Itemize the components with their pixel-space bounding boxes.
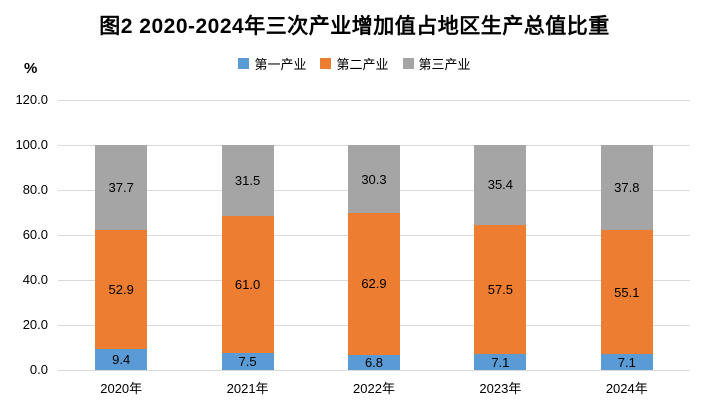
x-axis-label-2021年: 2021年 <box>226 381 269 396</box>
bar-segment-第二产业-2020年: 52.9 <box>95 229 148 349</box>
bar-data-label: 61.0 <box>234 277 261 292</box>
bar-segment-第三产业-2021年: 31.5 <box>221 145 274 216</box>
bar-stack-2021年: 7.5 61.0 31.5 <box>221 100 274 370</box>
bar-data-label: 31.5 <box>234 172 261 188</box>
bar-segment-第二产业-2022年: 62.9 <box>347 213 400 355</box>
bar-data-label: 30.3 <box>361 171 387 187</box>
bar-segment-第一产业-2024年: 7.1 <box>600 354 653 370</box>
bar-stack-2022年: 6.8 62.9 30.3 <box>347 100 400 370</box>
bar-stack-2020年: 9.4 52.9 37.7 <box>95 100 148 370</box>
y-tick-label-0.0: 0.0 <box>29 362 48 377</box>
chart-legend: 第一产业 第二产业 第三产业 <box>0 54 709 73</box>
bar-data-label: 7.1 <box>491 354 510 370</box>
bar-segment-第一产业-2022年: 6.8 <box>347 354 400 370</box>
category-slot-2021年: 7.5 61.0 31.5 2021年 <box>184 100 310 396</box>
bar-segment-第三产业-2024年: 37.8 <box>600 145 653 231</box>
bar-segment-第二产业-2024年: 55.1 <box>600 230 653 355</box>
category-slot-2023年: 7.1 57.5 35.4 2023年 <box>437 100 563 396</box>
y-tick-label-60.0: 60.0 <box>22 227 48 242</box>
y-tick-label-120.0: 120.0 <box>15 92 48 107</box>
gridline-100.0 <box>58 144 690 146</box>
legend-label-tertiary-industry: 第三产业 <box>418 57 471 72</box>
bar-stack-2023年: 7.1 57.5 35.4 <box>474 100 527 370</box>
x-axis-label-2022年: 2022年 <box>353 381 395 396</box>
legend-label-secondary-industry: 第二产业 <box>336 57 389 72</box>
chart-title: 图2 2020-2024年三次产业增加值占地区生产总值比重 <box>99 15 610 38</box>
bar-data-label: 55.1 <box>614 284 640 300</box>
bar-segment-第二产业-2021年: 61.0 <box>221 215 274 354</box>
bar-segment-第一产业-2020年: 9.4 <box>95 348 148 370</box>
category-slot-2020年: 9.4 52.9 37.7 2020年 <box>58 100 184 396</box>
category-slot-2024年: 7.1 55.1 37.8 2024年 <box>564 100 690 396</box>
x-axis-label-2024年: 2024年 <box>605 381 648 396</box>
bar-data-label: 57.5 <box>487 281 514 297</box>
legend-item-primary-industry: 第一产业 <box>238 54 306 73</box>
bar-data-label: 37.7 <box>108 179 134 195</box>
y-tick-label-40.0: 40.0 <box>22 272 48 287</box>
legend-item-tertiary-industry: 第三产业 <box>402 54 471 73</box>
bar-data-label: 7.5 <box>238 354 257 370</box>
bar-segment-第三产业-2023年: 35.4 <box>474 145 527 225</box>
bar-segment-第一产业-2023年: 7.1 <box>474 354 527 370</box>
y-tick-label-20.0: 20.0 <box>22 317 48 332</box>
legend-swatch-primary-industry-icon <box>238 58 250 69</box>
x-axis-label-2020年: 2020年 <box>100 381 143 396</box>
bar-data-label: 37.8 <box>614 180 640 196</box>
legend-swatch-secondary-industry-icon <box>320 58 332 69</box>
bar-data-label: 35.4 <box>487 177 514 193</box>
legend-item-secondary-industry: 第二产业 <box>320 54 389 73</box>
bar-data-label: 9.4 <box>112 351 131 367</box>
bar-segment-第二产业-2023年: 57.5 <box>474 224 527 355</box>
bar-data-label: 52.9 <box>108 281 134 297</box>
y-axis-unit-label: % <box>24 60 38 77</box>
y-tick-label-100.0: 100.0 <box>15 137 48 152</box>
bar-data-label: 7.1 <box>617 354 636 370</box>
gridline-120.0 <box>58 99 690 101</box>
bar-segment-第一产业-2021年: 7.5 <box>221 353 274 370</box>
gridline-0.0 <box>58 369 690 371</box>
y-axis: 0.0 20.0 40.0 60.0 80.0 100.0 120.0 <box>0 92 48 377</box>
x-axis-label-2023年: 2023年 <box>479 381 522 396</box>
bar-segment-第三产业-2022年: 30.3 <box>347 145 400 214</box>
legend-swatch-tertiary-industry-icon <box>402 58 414 69</box>
bar-segment-第三产业-2020年: 37.7 <box>95 145 148 230</box>
legend-label-primary-industry: 第一产业 <box>254 57 307 72</box>
y-tick-label-80.0: 80.0 <box>22 182 48 197</box>
category-slot-2022年: 6.8 62.9 30.3 2022年 <box>311 100 437 396</box>
bar-data-label: 6.8 <box>364 354 384 370</box>
bar-data-label: 62.9 <box>361 276 387 292</box>
bar-stack-2024年: 7.1 55.1 37.8 <box>600 100 653 370</box>
plot-area: 9.4 52.9 37.7 2020年 7.5 61.0 31.5 2021年 6.8 62.9 3… <box>58 99 690 396</box>
